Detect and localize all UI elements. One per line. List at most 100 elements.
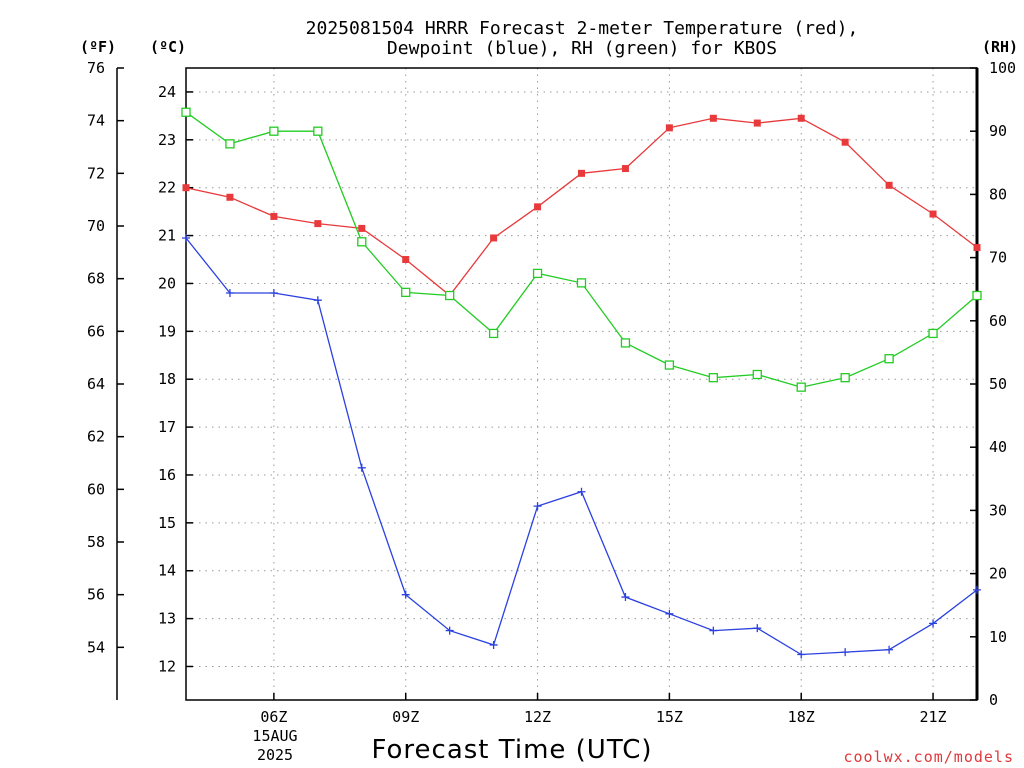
celsius-axis: 12 13 14 15 16 17 18 19 20 21 22 23 24: [158, 83, 193, 675]
data-point-rh: [225, 139, 235, 149]
fahrenheit-tick-label: 60: [87, 480, 105, 498]
data-point-temperature: [929, 210, 937, 218]
date-label-year: 2025: [257, 746, 293, 764]
data-point-dewpoint: [797, 650, 806, 659]
fahrenheit-tick-label: 72: [87, 164, 105, 182]
data-point-rh: [928, 328, 938, 339]
data-point-temperature: [578, 169, 585, 177]
data-point-temperature: [402, 256, 410, 264]
fahrenheit-axis: 54 56 58 60 62 64 66 68 70 72 74 76: [87, 59, 124, 656]
celsius-unit-label: (ºC): [150, 38, 186, 56]
data-point-dewpoint: [621, 593, 630, 602]
celsius-tick-label: 12: [158, 657, 176, 675]
celsius-tick-label: 17: [158, 418, 176, 436]
fahrenheit-unit-label: (ºF): [80, 38, 116, 56]
date-label-day: 15AUG: [252, 727, 297, 745]
data-point-dewpoint: [885, 645, 894, 654]
rh-tick-label: 70: [989, 249, 1007, 267]
data-point-rh: [884, 354, 894, 364]
data-point-temperature: [709, 114, 717, 122]
series-layer: [181, 107, 982, 659]
series-line-rh: [185, 111, 978, 388]
grid-lines: [186, 68, 977, 700]
data-point-dewpoint: [357, 463, 366, 472]
rh-tick-label: 20: [989, 565, 1007, 583]
fahrenheit-tick-label: 68: [87, 270, 105, 288]
data-point-temperature: [885, 181, 893, 189]
data-point-temperature: [797, 114, 805, 122]
chart-title-line2: Dewpoint (blue), RH (green) for KBOS: [387, 38, 777, 59]
celsius-tick-label: 15: [158, 514, 176, 532]
time-tick-label: 15Z: [656, 708, 683, 726]
data-point-rh: [840, 373, 850, 383]
data-point-dewpoint: [973, 585, 981, 594]
fahrenheit-tick-label: 56: [87, 586, 105, 604]
celsius-tick-label: 19: [158, 322, 176, 340]
fahrenheit-tick-label: 62: [87, 428, 105, 446]
rh-tick-label: 40: [989, 438, 1007, 456]
data-point-dewpoint: [709, 626, 718, 635]
data-point-rh: [357, 237, 367, 247]
chart-title-line1: 2025081504 HRRR Forecast 2-meter Tempera…: [306, 18, 859, 39]
credit-text: coolwx.com/models: [843, 748, 1014, 766]
data-point-dewpoint: [533, 502, 542, 511]
series-dewpoint: [182, 233, 981, 659]
data-point-rh: [620, 338, 631, 348]
data-point-dewpoint: [269, 289, 278, 298]
series-line-temperature: [185, 117, 978, 297]
celsius-tick-label: 16: [158, 466, 176, 484]
data-point-rh: [445, 290, 455, 301]
data-point-dewpoint: [841, 648, 850, 657]
x-axis-title: Forecast Time (UTC): [371, 735, 652, 765]
data-point-temperature: [182, 184, 190, 192]
data-point-temperature: [753, 119, 761, 127]
data-point-rh: [752, 369, 762, 380]
data-point-temperature: [665, 124, 673, 132]
rh-tick-label: 60: [989, 312, 1007, 330]
fahrenheit-tick-label: 58: [87, 533, 105, 551]
data-point-temperature: [358, 224, 366, 232]
data-point-rh: [576, 278, 587, 288]
time-tick-label: 06Z: [260, 708, 287, 726]
data-point-temperature: [841, 138, 849, 146]
data-point-rh: [796, 382, 806, 392]
data-point-dewpoint: [929, 619, 938, 628]
data-point-temperature: [270, 212, 278, 220]
series-line-dewpoint: [185, 237, 978, 656]
fahrenheit-tick-label: 54: [87, 638, 105, 656]
data-point-temperature: [621, 165, 629, 173]
celsius-tick-label: 20: [158, 274, 176, 292]
time-tick-label: 18Z: [788, 708, 815, 726]
data-point-temperature: [226, 193, 234, 201]
time-tick-label: 12Z: [524, 708, 551, 726]
data-point-rh: [532, 268, 543, 279]
chart-axes: [116, 67, 979, 701]
data-point-dewpoint: [577, 487, 586, 496]
data-point-dewpoint: [445, 626, 454, 635]
data-point-temperature: [314, 220, 322, 228]
data-point-rh: [181, 107, 191, 117]
data-point-rh: [313, 126, 323, 136]
series-temperature: [182, 114, 981, 299]
celsius-tick-label: 18: [158, 370, 176, 388]
celsius-tick-label: 23: [158, 131, 176, 149]
time-axis: 06Z 09Z 12Z 15Z 18Z 21Z: [260, 693, 947, 726]
data-point-rh: [664, 360, 675, 370]
celsius-tick-label: 13: [158, 610, 176, 628]
data-point-rh: [708, 373, 718, 383]
data-point-temperature: [973, 244, 981, 252]
rh-axis: 0 10 20 30 40 50 60 70 80 90 100: [970, 59, 1016, 709]
data-point-dewpoint: [753, 624, 762, 633]
data-point-dewpoint: [665, 609, 674, 618]
data-point-dewpoint: [489, 640, 498, 649]
data-point-rh: [401, 287, 411, 298]
rh-tick-label: 100: [989, 59, 1016, 77]
data-point-dewpoint: [401, 590, 410, 599]
celsius-tick-label: 22: [158, 179, 176, 197]
data-point-rh: [269, 126, 279, 136]
data-point-dewpoint: [313, 296, 322, 305]
data-point-rh: [972, 290, 982, 301]
rh-unit-label: (RH): [982, 38, 1018, 56]
data-point-temperature: [490, 234, 498, 242]
